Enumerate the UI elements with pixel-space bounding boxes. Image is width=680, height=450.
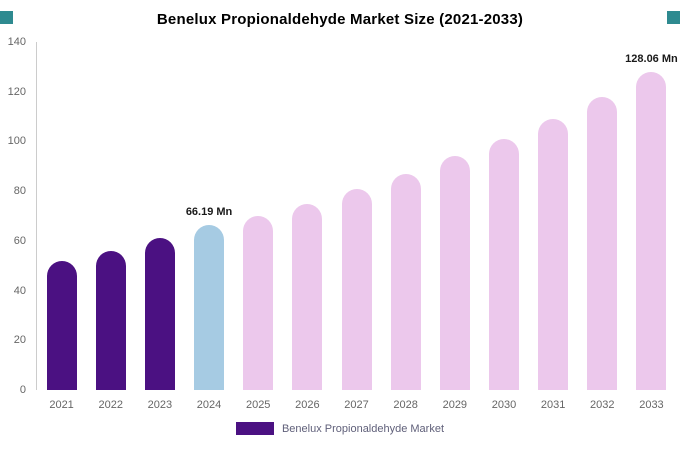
bar-slot: 2030: [479, 42, 528, 411]
y-axis-label: 60: [13, 235, 26, 247]
bar-slot: 2032: [578, 42, 627, 411]
bar-slot: 2026: [283, 42, 332, 411]
x-axis-label: 2033: [639, 399, 664, 411]
bar-slot: 2022: [86, 42, 135, 411]
y-axis-label: 0: [19, 384, 26, 396]
y-axis-label: 140: [7, 36, 26, 48]
bar-slot: 2031: [529, 42, 578, 411]
bar-2032[interactable]: [587, 97, 618, 390]
bar-2021[interactable]: [46, 261, 77, 390]
x-axis-label: 2026: [295, 399, 320, 411]
bar-2026[interactable]: [292, 204, 323, 390]
legend-item[interactable]: Benelux Propionaldehyde Market: [0, 422, 680, 435]
x-axis-label: 2024: [196, 399, 222, 411]
corner-accent-left: [0, 11, 13, 24]
bar-slot: 2023: [135, 42, 184, 411]
bar-slot: 2025: [234, 42, 283, 411]
bar-slot: 2027: [332, 42, 381, 411]
plot-area: 2021 2022 2023 66.19 Mn 2024 2025 2026 2027 2028…: [36, 42, 678, 411]
y-axis: 0 20 40 60 80 100 120 140: [4, 36, 30, 396]
x-axis-label: 2031: [540, 399, 566, 411]
chart-page: Benelux Propionaldehyde Market Size (202…: [0, 11, 680, 450]
x-axis-label: 2021: [49, 399, 74, 411]
x-axis-label: 2027: [344, 399, 369, 411]
bar-slot: 2028: [381, 42, 430, 411]
bar-2022[interactable]: [95, 251, 126, 390]
bar-slot: 66.19 Mn 2024: [184, 42, 233, 411]
chart-area: 0 20 40 60 80 100 120 140 2021 2022 2023 66.19 Mn 2…: [8, 36, 678, 411]
y-axis-label: 40: [13, 285, 26, 297]
bar-2033[interactable]: [636, 72, 667, 390]
bar-slot: 128.06 Mn 2033: [625, 42, 678, 411]
x-axis-label: 2022: [98, 399, 123, 411]
bar-2024[interactable]: [194, 225, 225, 390]
x-axis-label: 2028: [393, 399, 418, 411]
y-axis-label: 20: [13, 334, 26, 346]
legend-label: Benelux Propionaldehyde Market: [281, 422, 445, 435]
bar-value-label: 66.19 Mn: [185, 206, 233, 218]
bar-slot: 2029: [430, 42, 479, 411]
y-axis-label: 100: [7, 135, 26, 147]
bar-2025[interactable]: [243, 216, 274, 390]
bar-2030[interactable]: [488, 139, 519, 390]
x-axis-label: 2025: [245, 399, 271, 411]
legend-swatch: [235, 422, 274, 435]
x-axis-label: 2030: [491, 399, 517, 411]
y-axis-label: 80: [13, 185, 26, 197]
x-axis-label: 2029: [442, 399, 468, 411]
bar-value-label: 128.06 Mn: [625, 53, 678, 65]
chart-title: Benelux Propionaldehyde Market Size (202…: [156, 11, 524, 28]
bar-2028[interactable]: [390, 174, 421, 390]
x-axis-label: 2023: [147, 399, 173, 411]
y-axis-label: 120: [7, 86, 26, 98]
x-axis-label: 2032: [590, 399, 615, 411]
bar-2023[interactable]: [144, 238, 175, 390]
bar-slot: 2021: [37, 42, 86, 411]
bar-2029[interactable]: [439, 156, 470, 390]
bar-2027[interactable]: [341, 189, 372, 390]
corner-accent-right: [667, 11, 680, 24]
bar-2031[interactable]: [538, 119, 569, 390]
